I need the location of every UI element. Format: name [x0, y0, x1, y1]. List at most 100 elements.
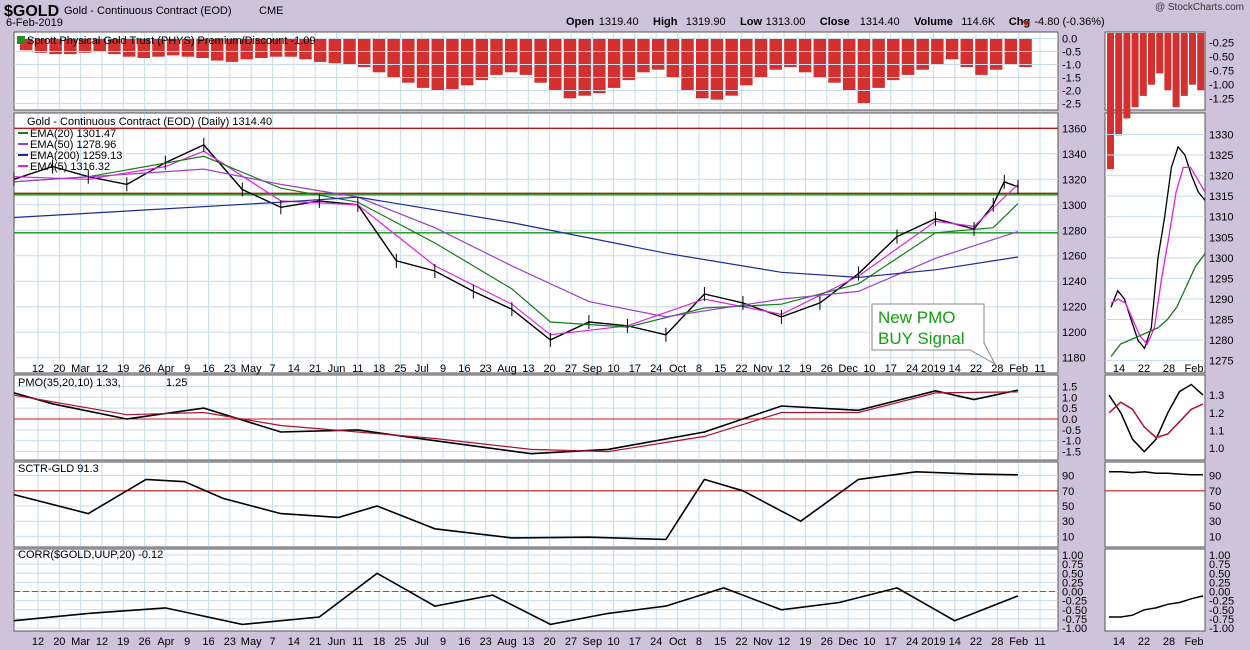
- x-tick-label-bottom: May: [241, 636, 262, 648]
- premium-bar: [387, 38, 400, 78]
- premium-bar: [269, 38, 283, 57]
- zoom-premium-bar: [1164, 33, 1172, 91]
- zoom-ema20: [1110, 253, 1206, 357]
- x-tick-label: 9: [440, 363, 446, 375]
- premium-bar: [651, 38, 665, 70]
- pmo-y-tick: 0.0: [1062, 414, 1077, 426]
- pmo-y-tick: 1.0: [1062, 392, 1077, 404]
- price-y-tick: 1180: [1062, 353, 1086, 365]
- zoom-premium-y-tick: -1.00: [1209, 80, 1234, 92]
- premium-bar: [578, 38, 591, 96]
- x-tick-label: Mar: [71, 363, 90, 375]
- premium-bar: [358, 38, 371, 68]
- legend-entry: EMA(5) 1316.32: [30, 161, 110, 173]
- premium-title: Sprott Physical Gold Trust (PHYS) Premiu…: [27, 35, 316, 47]
- x-tick-label-bottom: 7: [269, 636, 275, 648]
- down-arrow-icon: [1022, 21, 1030, 26]
- x-tick-label-bottom: Aug: [497, 636, 517, 648]
- zoom-premium-bar: [1131, 33, 1139, 108]
- x-tick-label: 2019: [921, 363, 945, 375]
- ohlc-value: -4.80 (-0.36%): [1034, 16, 1104, 28]
- premium-bar: [857, 38, 871, 104]
- premium-bar: [78, 38, 92, 53]
- legend-entry: EMA(20) 1301.47: [30, 128, 116, 140]
- x-tick-label: 15: [714, 363, 726, 375]
- zoom-pmo-line: [1108, 383, 1204, 453]
- zoom-pmo-y-tick: 1.2: [1209, 408, 1224, 420]
- pmo-y-tick: 1.5: [1062, 381, 1077, 393]
- premium-bar: [196, 38, 209, 58]
- x-tick-label-bottom: 9: [440, 636, 446, 648]
- price-y-tick: 1220: [1062, 302, 1086, 314]
- ohlc-value: 1313.00: [766, 16, 806, 28]
- x-tick-label: 24: [650, 363, 662, 375]
- pmo-series-pmo: [13, 389, 1019, 455]
- premium-bar: [813, 38, 827, 78]
- premium-bar: [108, 38, 121, 55]
- ohlc-value: 1314.40: [860, 16, 900, 28]
- zoom-x-tick-label-bottom: 28: [1163, 636, 1175, 648]
- x-tick-label-bottom: Feb: [1009, 636, 1028, 648]
- zoom-premium-bar: [1172, 33, 1180, 108]
- x-tick-label: 22: [970, 363, 982, 375]
- premium-bar: [49, 38, 62, 55]
- price-y-tick: 1200: [1062, 327, 1086, 339]
- premium-bar: [372, 38, 386, 73]
- zoom-pmo-y-tick: 1.1: [1209, 425, 1224, 437]
- x-tick-label-bottom: 9: [184, 636, 190, 648]
- x-tick-label-bottom: 16: [458, 636, 470, 648]
- sctr-y-tick: 50: [1062, 501, 1074, 513]
- x-tick-label-bottom: 20: [544, 636, 556, 648]
- premium-bar: [34, 38, 48, 53]
- x-tick-label-bottom: 23: [224, 636, 236, 648]
- x-tick-label-bottom: 19: [117, 636, 129, 648]
- premium-bar: [534, 38, 547, 83]
- premium-bar: [887, 38, 900, 81]
- zoom-panel-pmo: [1104, 374, 1206, 461]
- x-tick-label-bottom: Jul: [415, 636, 429, 648]
- zoom-x-tick-label: Feb: [1185, 363, 1204, 375]
- x-tick-label: Dec: [838, 363, 858, 375]
- x-tick-label-bottom: Oct: [669, 636, 686, 648]
- zoom-corr-y-tick: -1.00: [1209, 623, 1234, 635]
- zoom-corr-y-tick: 1.00: [1209, 550, 1230, 562]
- sctr-y-tick: 30: [1062, 516, 1074, 528]
- price-series-ema200: [13, 196, 1019, 279]
- premium-bar: [666, 38, 680, 78]
- zoom-sctr-y-tick: 50: [1209, 501, 1221, 513]
- x-tick-label-bottom: 21: [309, 636, 321, 648]
- x-tick-label-bottom: 25: [394, 636, 406, 648]
- price-series-ema50: [13, 168, 1019, 318]
- x-tick-label: 8: [696, 363, 702, 375]
- premium-bar: [989, 38, 1003, 70]
- premium-bar: [137, 38, 151, 58]
- premium-y-tick: -0.5: [1062, 47, 1081, 59]
- x-tick-label: 11: [1034, 363, 1045, 375]
- x-tick-label-bottom: 26: [138, 636, 150, 648]
- corr-y-tick: 0.00: [1062, 587, 1083, 599]
- x-tick-label: 12: [96, 363, 108, 375]
- x-tick-label-bottom: Jun: [328, 636, 346, 648]
- zoom-ema5: [1110, 166, 1206, 346]
- x-tick-label-bottom: 19: [799, 636, 811, 648]
- zoom-corr-y-tick: 0.75: [1209, 559, 1230, 571]
- zoom-sctr-line: [1109, 471, 1203, 476]
- sctr-title: SCTR-GLD 91.3: [18, 463, 99, 475]
- premium-bar: [240, 38, 253, 60]
- x-tick-label: 16: [202, 363, 214, 375]
- zoom-pmo-y-tick: 1.0: [1209, 443, 1224, 455]
- corr-series-corr: [13, 572, 1019, 626]
- zoom-panel-sctr: [1104, 461, 1206, 548]
- pmo-y-tick: -1.0: [1062, 436, 1081, 448]
- x-tick-label: 10: [607, 363, 619, 375]
- zoom-premium-y-tick: -1.25: [1209, 94, 1234, 106]
- zoom-x-tick-label-bottom: 14: [1113, 636, 1125, 648]
- x-tick-label: 7: [269, 363, 275, 375]
- x-tick-label: 17: [629, 363, 641, 375]
- x-tick-label: Feb: [1009, 363, 1028, 375]
- x-tick-label-bottom: 22: [735, 636, 747, 648]
- pmo-series-signal: [13, 391, 1019, 453]
- x-tick-label-bottom: 14: [949, 636, 961, 648]
- zoom-corr-line: [1109, 595, 1204, 618]
